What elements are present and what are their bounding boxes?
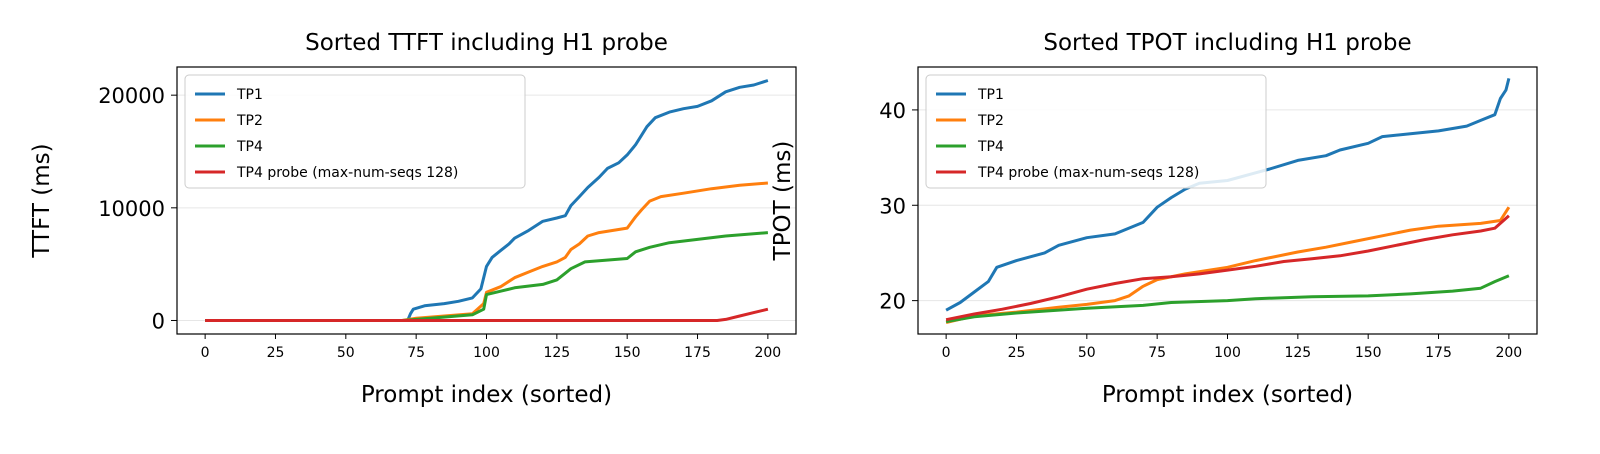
chart-title: Sorted TPOT including H1 probe [1043,30,1411,56]
legend-entry: TP4 [236,139,263,155]
chart-panel-1: 0 25 50 75 100 125 150 175 200 0 10000 20000 Sorted … [29,30,797,408]
x-tick-label: 150 [1355,345,1382,361]
series-line-tp4-probe-max-num-seqs-128- [205,307,769,322]
x-tick-label: 50 [337,345,355,361]
x-tick-label: 25 [1008,345,1026,361]
x-tick-label: 175 [1425,345,1452,361]
x-tick-label: 175 [684,345,711,361]
chart-panel-2: 0 25 50 75 100 125 150 175 200 20 30 40 Sorted TPOT … [770,30,1538,408]
x-axis-label: Prompt index (sorted) [361,382,612,408]
x-tick-label: 25 [267,345,285,361]
legend-entry: TP1 [977,87,1004,103]
legend-entry: TP2 [236,113,263,129]
y-tick-label: 40 [879,99,906,123]
legend-entry: TP4 probe (max-num-seqs 128) [977,165,1199,181]
x-tick-label: 50 [1078,345,1096,361]
y-tick-label: 0 [152,309,165,333]
legend: TP1 TP2 TP4 TP4 probe (max-num-seqs 128) [184,74,526,189]
legend-box [184,74,526,189]
x-tick-label: 75 [407,345,425,361]
series-line-tp4-probe-max-num-seqs-128- [945,214,1510,322]
y-axis-label: TPOT (ms) [770,141,796,262]
y-axis-label: TTFT (ms) [29,143,55,258]
legend-entry: TP2 [977,113,1004,129]
y-tick-label: 20 [879,290,906,314]
legend-entry: TP4 probe (max-num-seqs 128) [236,165,458,181]
legend-entry: TP1 [236,87,263,103]
y-tick-label: 20000 [98,84,165,108]
x-axis-label: Prompt index (sorted) [1102,382,1353,408]
x-tick-label: 75 [1148,345,1166,361]
legend-box [925,74,1267,189]
x-tick-label: 125 [1284,345,1311,361]
series-line-tp2 [945,206,1511,325]
series-line-tp2 [205,181,769,322]
y-tick-label: 30 [879,194,906,218]
series-line-tp4 [945,274,1510,324]
x-tick-label: 0 [942,345,951,361]
series-line-tp4 [205,231,769,322]
x-tick-label: 0 [201,345,210,361]
x-tick-label: 150 [614,345,641,361]
x-tick-label: 200 [754,345,781,361]
chart-title: Sorted TTFT including H1 probe [305,30,668,56]
x-tick-label: 100 [1214,345,1241,361]
x-tick-label: 100 [473,345,500,361]
x-tick-label: 125 [543,345,570,361]
legend-entry: TP4 [977,139,1004,155]
x-tick-label: 200 [1495,345,1522,361]
legend: TP1 TP2 TP4 TP4 probe (max-num-seqs 128) [925,74,1267,189]
series-line-tp1 [205,79,769,322]
y-tick-label: 10000 [98,197,165,221]
